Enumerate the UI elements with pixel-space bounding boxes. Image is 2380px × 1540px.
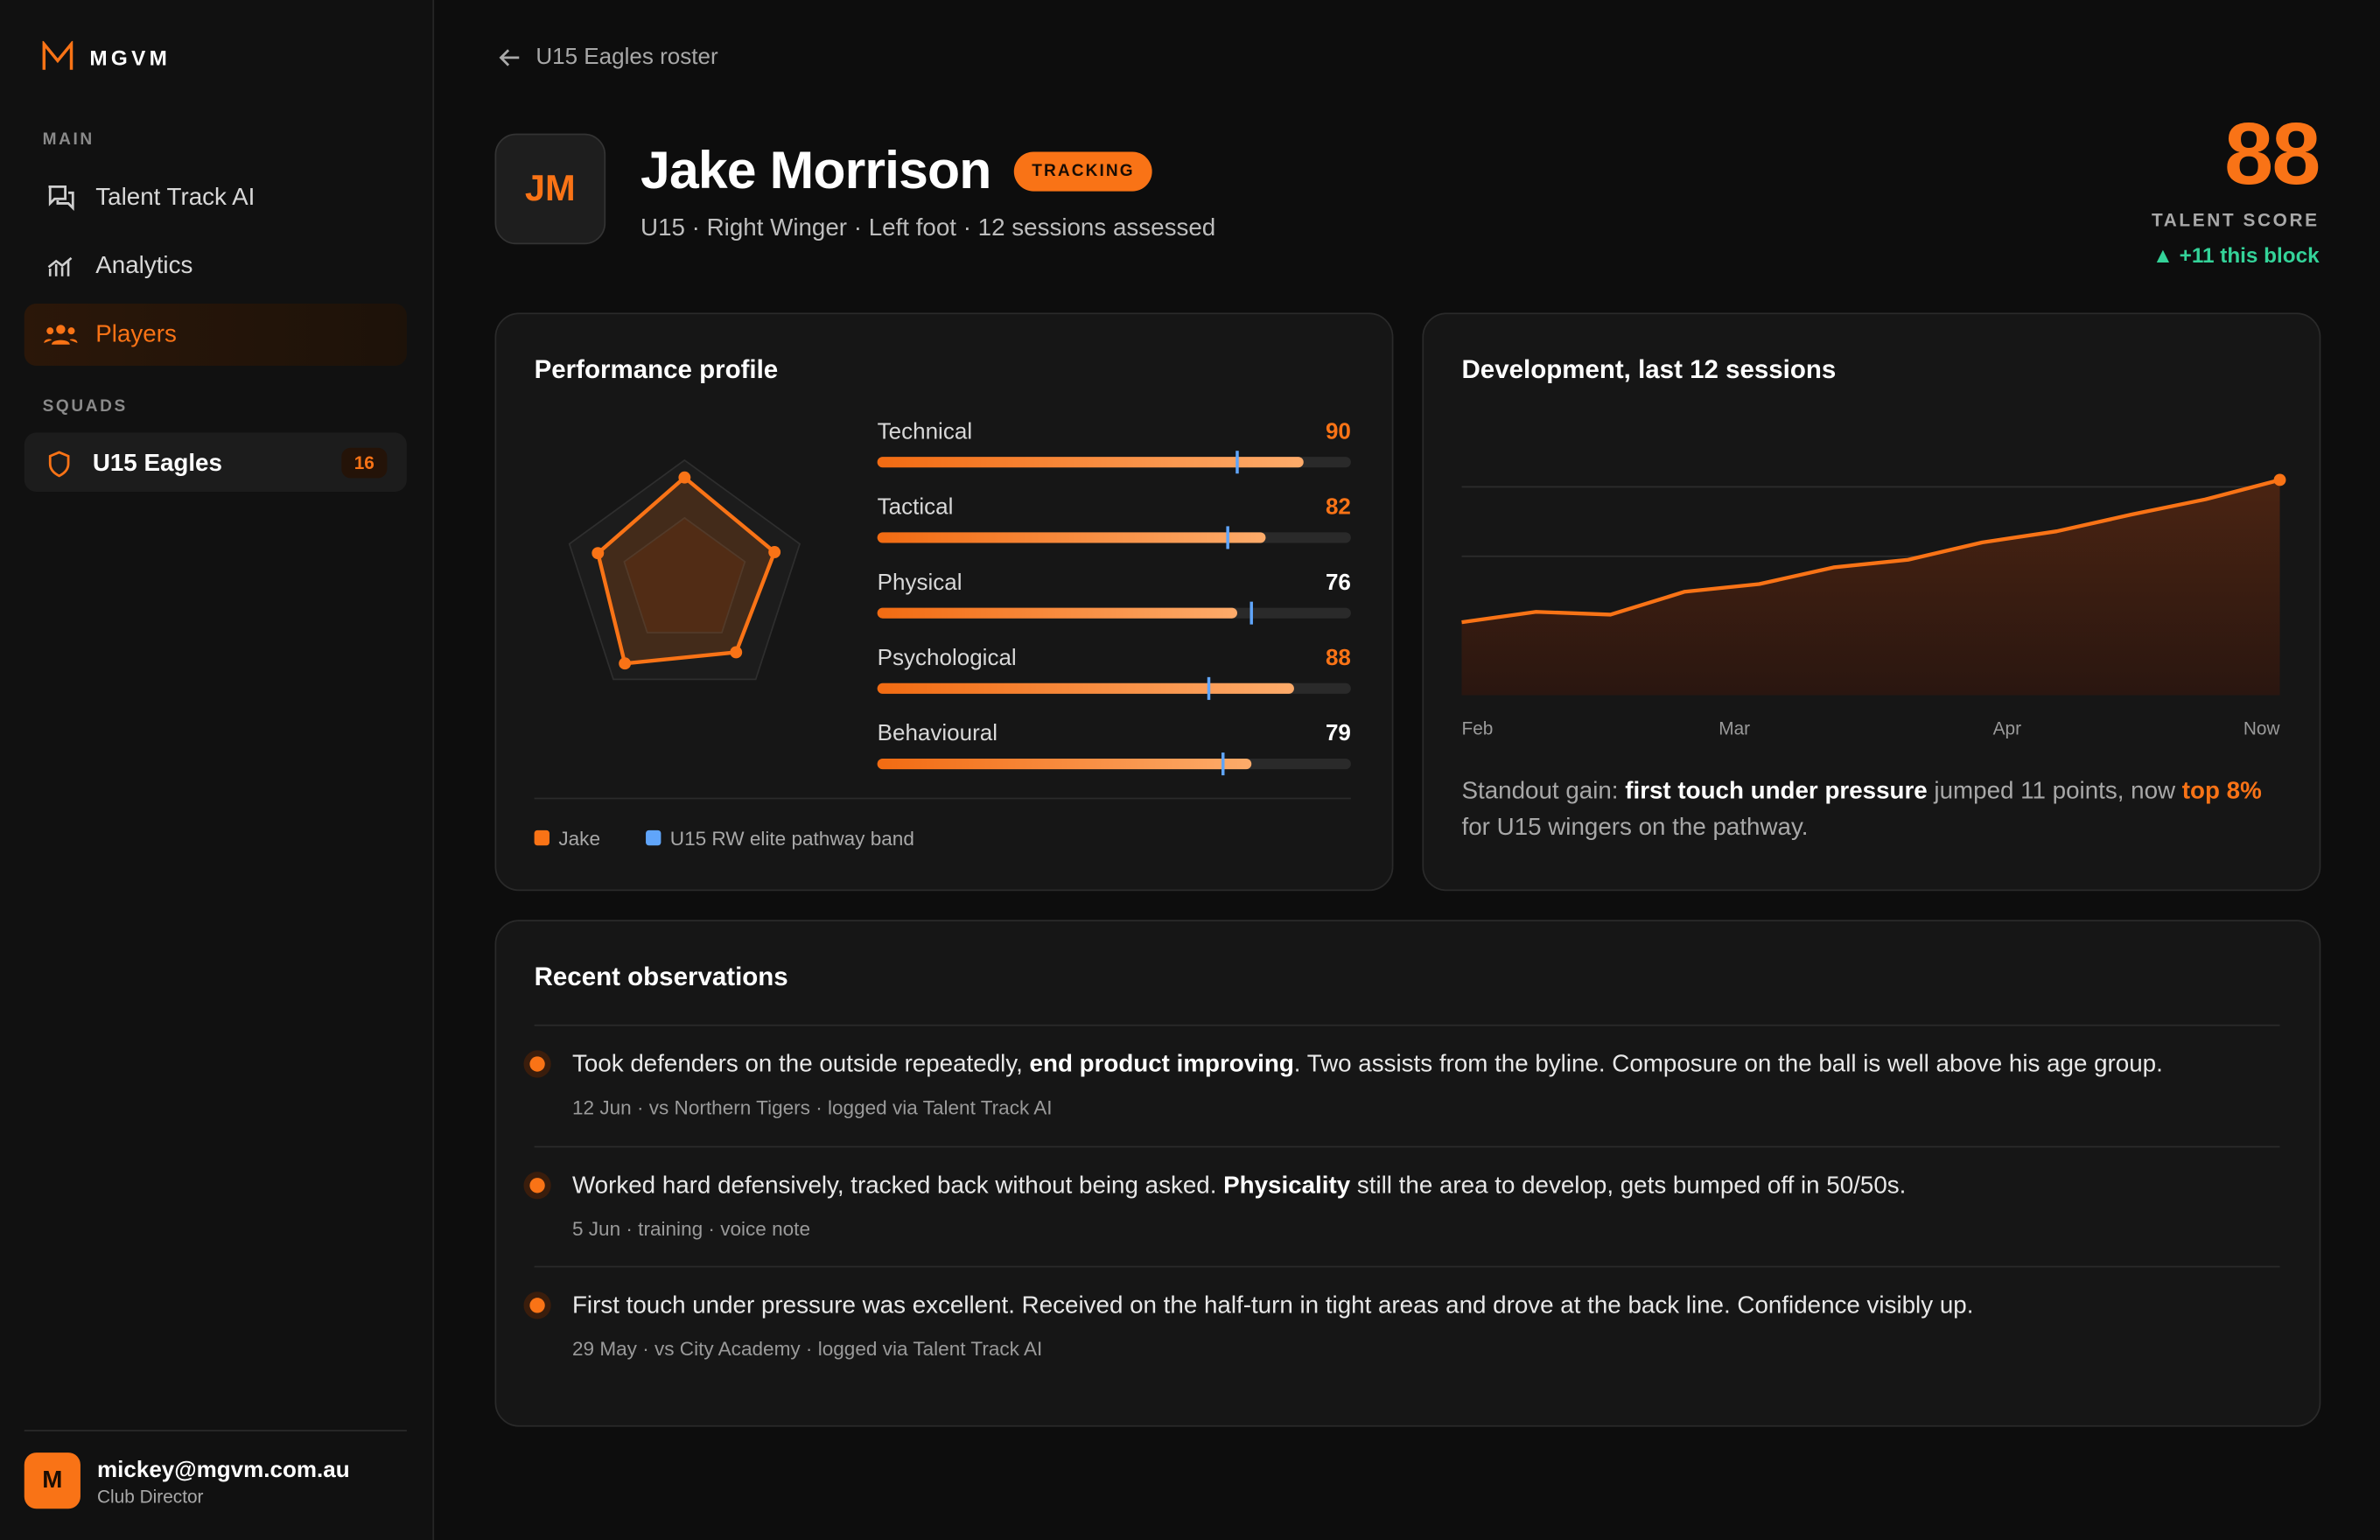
insight: Standout gain: first touch under pressur…: [1462, 774, 2282, 847]
bar: [877, 759, 1252, 770]
player-subtitle: U15 · Right Winger · Left foot · 12 sess…: [640, 215, 1216, 242]
radar-point: [592, 547, 605, 560]
observation-emphasis: end product improving: [1029, 1052, 1294, 1078]
x-tick-label: Apr: [1993, 719, 2021, 739]
back-arrow[interactable]: [498, 47, 522, 68]
user-avatar: M: [24, 1452, 80, 1509]
card-title: Development, last 12 sessions: [1461, 354, 1837, 384]
divider: [534, 1144, 2280, 1147]
divider: [534, 1024, 2280, 1026]
metric-name: Tactical: [878, 494, 954, 520]
observation-text: First touch under pressure was excellent…: [572, 1293, 1973, 1320]
x-tick-label: Feb: [1462, 719, 1494, 739]
talent-score: 88: [2224, 104, 2320, 204]
insight-text: jumped 11 points, now: [1927, 778, 2182, 805]
metric-value: 79: [1326, 719, 1351, 746]
score-change: ▲ +11 this block: [2152, 243, 2320, 268]
metric-value: 90: [1326, 417, 1351, 444]
legend-label: U15 RW elite pathway band: [670, 828, 914, 850]
score-label: TALENT SCORE: [2152, 209, 2320, 231]
legend-label: Jake: [558, 828, 600, 850]
player-avatar: JM: [494, 133, 606, 245]
x-tick-label: Now: [2244, 719, 2281, 739]
card-title: Performance profile: [534, 354, 779, 384]
observation-text: Took defenders on the outside repeatedly…: [572, 1052, 2163, 1079]
metric-value: 88: [1326, 644, 1351, 670]
player-title-row: Jake Morrison TRACKING: [640, 141, 1153, 201]
insight-emphasis: first touch under pressure: [1625, 778, 1928, 805]
user-email: mickey@mgvm.com.au: [97, 1457, 350, 1483]
legend-swatch: [646, 830, 662, 846]
bullet: [529, 1177, 545, 1193]
section-label: SQUADS: [42, 397, 128, 416]
bullet: [529, 1298, 545, 1313]
score-change-text: +11 this block: [2179, 242, 2320, 268]
bar: [877, 607, 1237, 619]
section-label: MAIN: [42, 130, 94, 150]
radar-point: [619, 657, 632, 670]
area: [1461, 480, 2280, 696]
sidebar: MGVM MAIN Talent Track AI Analytics Play…: [0, 0, 435, 1540]
observations-card: [494, 920, 2321, 1427]
bullet: [529, 1056, 545, 1072]
user-role: Club Director: [97, 1486, 204, 1508]
status-badge: TRACKING: [1013, 151, 1153, 192]
insight-text: for U15 wingers on the pathway.: [1461, 815, 1809, 842]
divider: [24, 1430, 407, 1432]
shield-icon: [48, 451, 70, 478]
observation-text: Worked hard defensively, tracked back wi…: [572, 1172, 1906, 1200]
card-title: Recent observations: [534, 962, 788, 991]
observation-emphasis: Physicality: [1223, 1172, 1351, 1199]
insight-accent: top 8%: [2181, 778, 2262, 805]
observation-text-part: Took defenders on the outside repeatedly…: [571, 1052, 1030, 1078]
end-point: [2273, 473, 2286, 486]
bar: [877, 682, 1294, 694]
observation-text-part: Worked hard defensively, tracked back wi…: [571, 1172, 1224, 1199]
metric-value: 76: [1326, 569, 1351, 595]
observation-meta: 12 Jun · vs Northern Tigers · logged via…: [571, 1096, 1053, 1119]
metric-name: Physical: [878, 569, 962, 595]
player-name: Jake Morrison: [640, 141, 991, 200]
nav-active-bg: [24, 303, 407, 367]
metric-value: 82: [1326, 494, 1351, 520]
squad-name: U15 Eagles: [92, 451, 222, 477]
observation-text-part: . Two assists from the byline. Composure…: [1293, 1052, 2163, 1078]
nav-item[interactable]: Analytics: [95, 253, 193, 280]
observation-meta: 29 May · vs City Academy · logged via Ta…: [571, 1337, 1043, 1361]
divider: [534, 1265, 2280, 1268]
up-triangle: ▲: [2152, 242, 2180, 268]
logo-icon: [42, 40, 74, 70]
metric-name: Technical: [878, 417, 972, 444]
players-icon: [44, 325, 78, 345]
observation-meta: 5 Jun · training · voice note: [571, 1216, 811, 1240]
observation-text-part: still the area to develop, gets bumped o…: [1350, 1172, 1907, 1199]
radar-area: [595, 474, 777, 666]
metric-name: Psychological: [878, 644, 1017, 670]
radar-point: [730, 646, 743, 659]
back-link[interactable]: U15 Eagles roster: [536, 44, 718, 70]
chat-icon: [48, 185, 74, 212]
bar: [877, 532, 1266, 543]
line: [1461, 478, 2281, 625]
radar-point: [678, 471, 691, 484]
legend-swatch: [534, 830, 550, 846]
brand: MGVM: [89, 46, 172, 70]
observation-text-part: First touch under pressure was excellent…: [571, 1292, 1974, 1320]
analytics-icon: [47, 256, 73, 276]
radar-grid: [623, 516, 746, 634]
metric-name: Behavioural: [878, 719, 998, 746]
x-tick-label: Mar: [1718, 719, 1750, 739]
nav-item[interactable]: Talent Track AI: [95, 185, 256, 212]
bar: [877, 457, 1304, 468]
squad-count: 16: [341, 447, 388, 479]
nav-item[interactable]: Players: [95, 321, 177, 348]
insight-text: Standout gain:: [1461, 778, 1626, 805]
radar-point: [768, 546, 781, 558]
